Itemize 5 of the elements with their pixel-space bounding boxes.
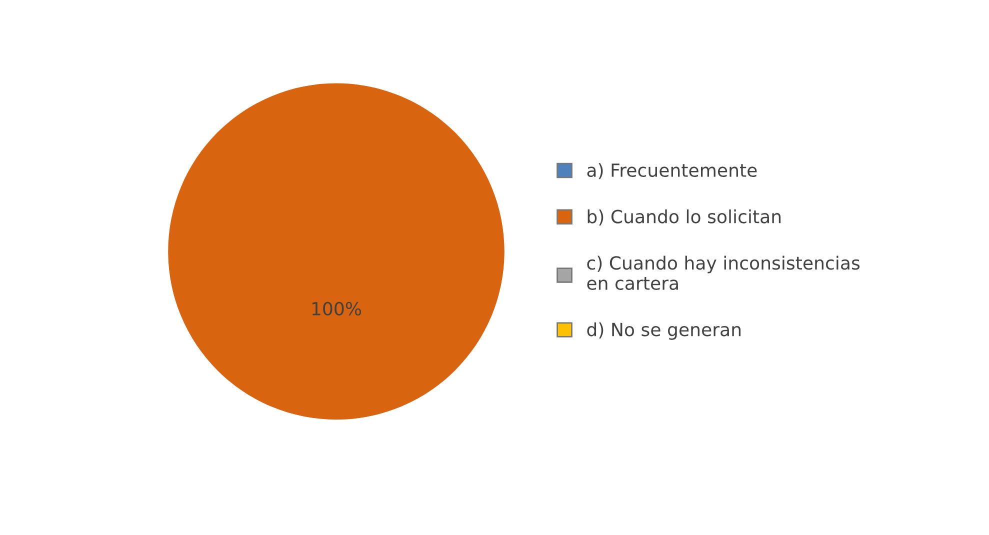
legend-label: b) Cuando lo solicitan — [588, 209, 781, 226]
legend-label: c) Cuando hay inconsistencias en cartera — [587, 256, 860, 290]
legend-label: a) Frecuentemente — [587, 163, 757, 180]
legend-label: d) No se generan — [587, 322, 741, 340]
data-label: 100% — [312, 302, 362, 316]
